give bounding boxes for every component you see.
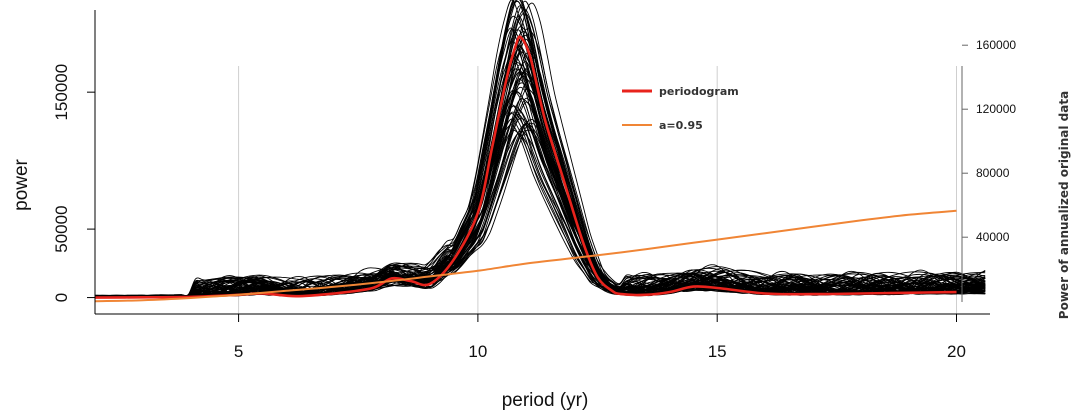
right-y-axis-title: Power of annualized original data [1057,91,1071,319]
y-tick-label: 150000 [52,64,71,121]
grid-layer [238,66,957,314]
ensemble-line [94,118,986,298]
ensemble-line [94,130,986,298]
ensemble-line [94,117,986,298]
ensemble-line [95,28,986,298]
ensemble-line [94,29,986,298]
ensemble-line [94,48,986,298]
right-y-tick-label: 120000 [976,102,1016,116]
x-axis-title: period (yr) [502,390,589,411]
series-layer [94,35,957,303]
x-tick-label: 15 [708,342,727,361]
x-tick-label: 10 [468,342,487,361]
ensemble-line [95,118,986,298]
axes-layer: 5 10 15 20 0 50000 150000 40000 80000 120000 16000… [52,10,1016,361]
ensemble-layer [94,0,986,299]
y-axis-title: power [11,158,32,210]
legend-label-periodogram: periodogram [659,85,739,98]
legend: periodogram a=0.95 [622,85,739,132]
ensemble-line [95,90,986,298]
ensemble-line [94,26,986,298]
legend-label-ar: a=0.95 [659,119,703,132]
right-y-tick-label: 40000 [976,230,1010,244]
x-tick-label: 20 [947,342,966,361]
ensemble-line [94,90,986,298]
ensemble-line [94,31,986,298]
ar-spectrum-line [94,209,957,303]
right-y-tick-label: 160000 [976,38,1016,52]
x-tick-label: 5 [234,342,243,361]
right-y-tick-label: 80000 [976,166,1010,180]
y-tick-label: 50000 [52,205,71,252]
periodogram-line [94,35,957,299]
y-tick-label: 0 [52,293,71,302]
ensemble-line [94,27,986,298]
ensemble-line [95,52,986,298]
ensemble-line [94,28,986,298]
